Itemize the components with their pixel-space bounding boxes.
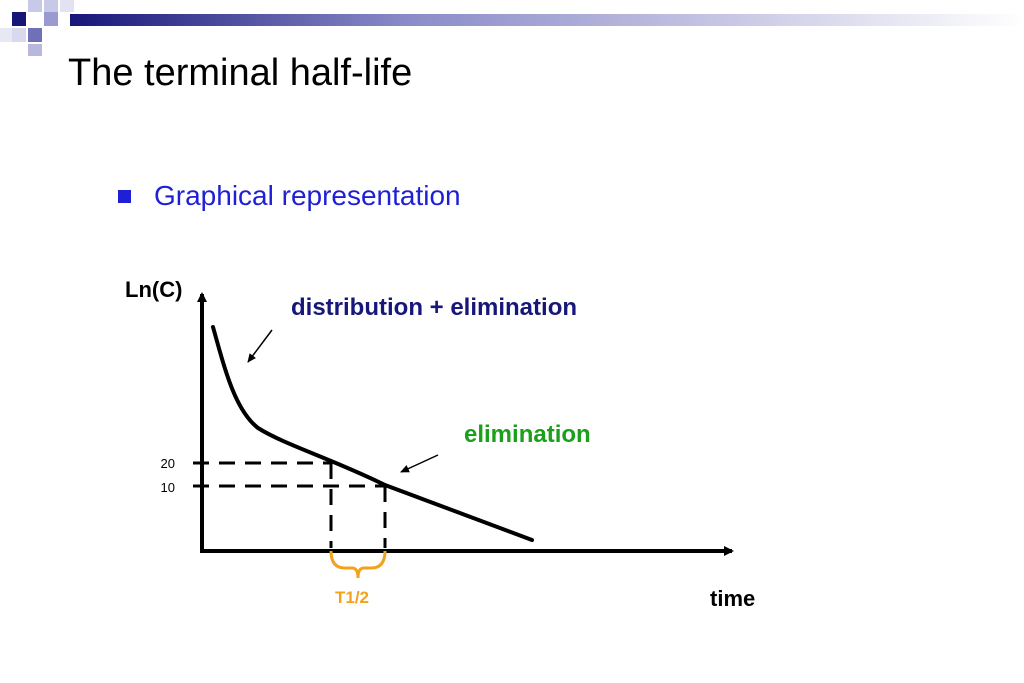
header-square	[60, 0, 74, 12]
header-square	[28, 28, 42, 42]
bullet-square-icon	[118, 190, 131, 203]
header-square	[0, 28, 12, 42]
tick-label-10: 10	[161, 480, 175, 495]
y-axis-label: Ln(C)	[125, 277, 182, 302]
concentration-curve	[211, 325, 534, 542]
elimination-pointer-arrow	[400, 454, 439, 473]
tick-label-20: 20	[161, 456, 175, 471]
header-gradient-bar	[70, 14, 1024, 26]
half-life-brace	[329, 550, 387, 579]
header-square	[12, 28, 26, 42]
header-square	[44, 12, 58, 26]
header-square	[28, 0, 42, 12]
header-square	[28, 44, 42, 56]
half-life-label: T1/2	[335, 588, 369, 607]
bullet-text: Graphical representation	[154, 180, 461, 211]
slide-title: The terminal half-life	[68, 52, 413, 94]
distribution-phase-label: distribution + elimination	[291, 294, 577, 321]
header-square	[44, 0, 58, 12]
distribution-pointer-arrow	[247, 329, 273, 363]
elimination-phase-label: elimination	[464, 421, 591, 448]
x-axis-label: time	[710, 586, 755, 611]
header-square	[12, 12, 26, 26]
header-decoration	[0, 0, 1024, 56]
